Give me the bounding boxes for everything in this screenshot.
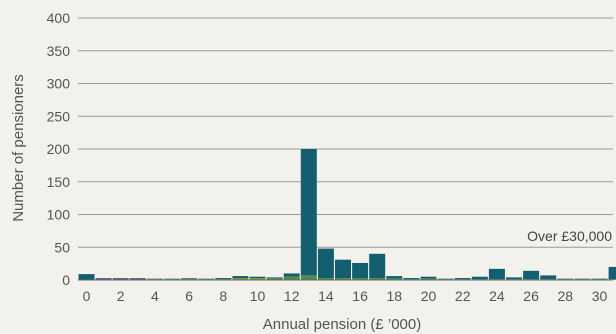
bar-22	[454, 278, 471, 280]
bar-31	[608, 266, 616, 280]
x-tick-label: 24	[489, 288, 505, 304]
bar-10-lower-segment	[249, 278, 266, 280]
bar-25	[506, 277, 522, 280]
bar-16	[352, 262, 369, 279]
x-tick-label: 28	[558, 288, 574, 304]
bar-2-lower-segment	[112, 278, 129, 280]
bar-3-lower-segment	[129, 278, 146, 280]
bar-2	[112, 278, 129, 279]
bar-15	[335, 259, 351, 279]
bar-18-lower-segment	[386, 278, 403, 280]
y-tick-labels: 0 50 100 150 200 250 300 350 400	[47, 10, 71, 288]
bar-12	[283, 273, 300, 277]
bar-19	[403, 278, 420, 280]
bar-30	[591, 278, 608, 280]
y-tick-label: 0	[62, 272, 70, 288]
bar-28	[557, 278, 574, 280]
y-tick-label: 400	[47, 10, 71, 26]
bar-13	[300, 149, 317, 276]
bar-17	[369, 253, 386, 279]
y-tick-label: 50	[54, 239, 70, 255]
bar-0	[78, 274, 95, 280]
bar-13-lower-segment	[300, 275, 317, 280]
bar-8	[215, 278, 232, 280]
y-tick-label: 100	[47, 207, 71, 223]
bar-5	[164, 278, 180, 280]
bar-7	[198, 278, 215, 280]
x-axis-title: Annual pension (£ ’000)	[263, 316, 421, 333]
bar-11-lower-segment	[266, 278, 283, 280]
bar-15-lower-segment	[335, 278, 351, 280]
bar-20	[420, 276, 437, 279]
x-tick-label: 26	[523, 288, 539, 304]
x-tick-label: 22	[455, 288, 471, 304]
x-tick-label: 16	[352, 288, 368, 304]
bar-3	[129, 278, 146, 279]
bar-26	[523, 270, 540, 280]
bar-10	[249, 276, 266, 279]
x-tick-label: 18	[387, 288, 403, 304]
x-tick-label: 8	[219, 288, 227, 304]
bar-12-lower-segment	[283, 276, 300, 280]
gridlines	[78, 17, 613, 248]
y-tick-label: 150	[47, 174, 71, 190]
bar-18	[386, 276, 403, 279]
y-tick-label: 200	[47, 141, 71, 157]
bar-20-lower-segment	[420, 278, 437, 280]
x-tick-label: 2	[117, 288, 125, 304]
bar-27	[540, 275, 557, 280]
bar-11	[266, 277, 283, 279]
bars	[78, 149, 616, 280]
y-tick-label: 300	[47, 76, 71, 92]
bar-21	[437, 278, 454, 280]
x-tick-label: 14	[318, 288, 334, 304]
bar-14-lower-segment	[317, 278, 334, 280]
y-axis-title: Number of pensioners	[10, 74, 27, 222]
y-tick-label: 250	[47, 108, 71, 124]
over-30000-annotation: Over £30,000	[527, 228, 612, 244]
bar-23	[471, 276, 488, 280]
bar-4	[146, 278, 163, 280]
bar-17-lower-segment	[369, 278, 386, 280]
bar-9	[232, 276, 249, 279]
bar-1-lower-segment	[95, 278, 112, 280]
x-tick-label: 30	[592, 288, 608, 304]
x-tick-label: 10	[250, 288, 266, 304]
bar-6	[181, 278, 198, 279]
x-tick-label: 20	[421, 288, 437, 304]
x-tick-label: 0	[83, 288, 91, 304]
bar-9-lower-segment	[232, 278, 249, 280]
x-tick-label: 6	[185, 288, 193, 304]
bar-29	[574, 278, 591, 280]
bar-16-lower-segment	[352, 278, 369, 280]
x-tick-labels: 0 2 4 6 8 10 12 14 16 18 20 22 24 26 28 30	[83, 288, 608, 304]
x-tick-label: 12	[284, 288, 300, 304]
x-tick-label: 4	[151, 288, 159, 304]
bar-14	[317, 248, 334, 279]
bar-24	[488, 268, 505, 280]
y-tick-label: 350	[47, 43, 71, 59]
bar-6-lower-segment	[181, 278, 198, 280]
bar-1	[95, 278, 112, 279]
